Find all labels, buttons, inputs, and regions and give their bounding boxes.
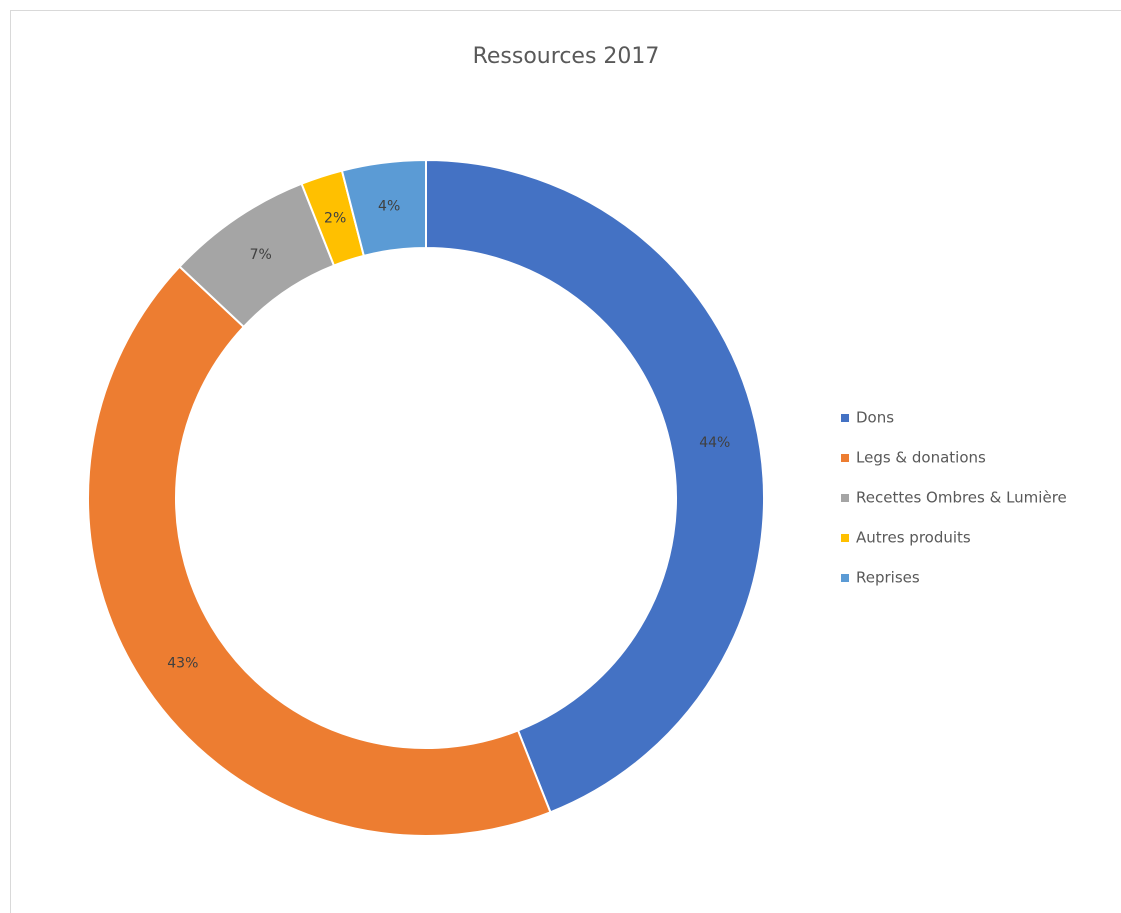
legend-label: Recettes Ombres & Lumière — [856, 489, 1067, 507]
data-label: 43% — [167, 655, 198, 671]
legend-swatch — [841, 454, 849, 462]
data-label: 2% — [324, 210, 346, 226]
donut-slice — [87, 265, 552, 837]
donut-slice — [340, 158, 427, 258]
chart-title: Ressources 2017 — [473, 44, 660, 69]
legend-swatch — [841, 414, 849, 422]
legend-label: Autres produits — [856, 529, 971, 547]
data-label: 4% — [378, 198, 400, 214]
legend-label: Reprises — [856, 569, 920, 587]
legend-swatch — [841, 534, 849, 542]
legend-swatch — [841, 574, 849, 582]
data-label: 44% — [699, 435, 730, 451]
legend-swatch — [841, 494, 849, 502]
data-label: 7% — [250, 247, 272, 263]
legend-label: Legs & donations — [856, 449, 986, 467]
legend-label: Dons — [856, 409, 894, 427]
donut-slice — [425, 158, 765, 814]
